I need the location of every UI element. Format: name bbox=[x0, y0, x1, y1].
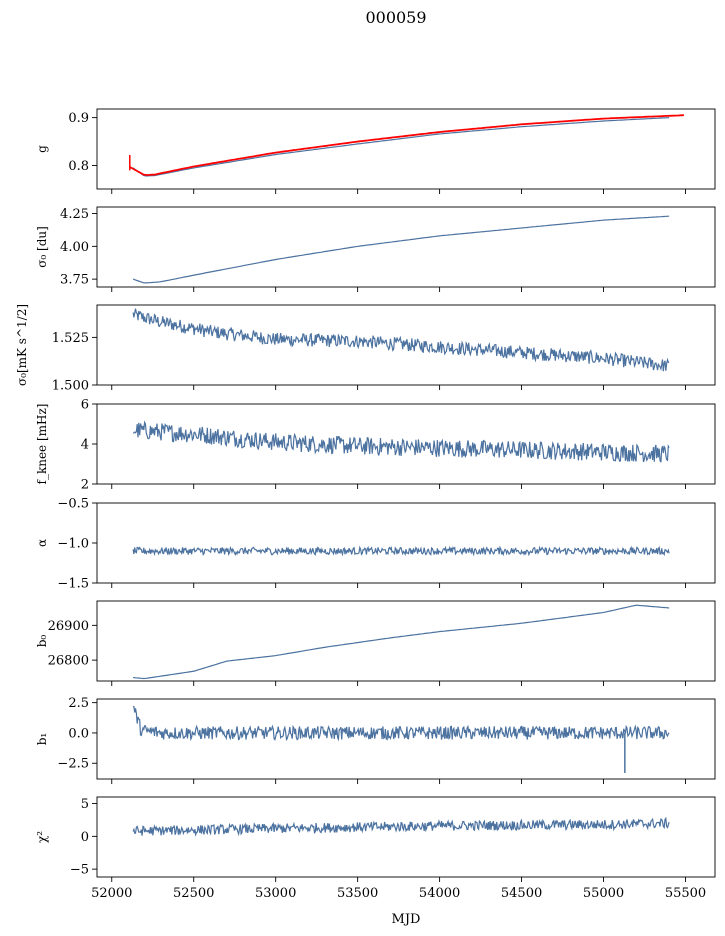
figure-title: 000059 bbox=[365, 8, 426, 27]
y-tick-label: −1.5 bbox=[57, 577, 89, 592]
y-tick-label: 1.500 bbox=[52, 379, 89, 394]
series-line bbox=[132, 545, 670, 557]
x-tick-label: 55000 bbox=[583, 886, 624, 901]
panel-frame bbox=[96, 108, 716, 190]
x-tick-label: 52000 bbox=[91, 886, 132, 901]
x-tick-label: 53000 bbox=[255, 886, 296, 901]
y-tick-label: 26900 bbox=[48, 619, 89, 634]
y-axis-label: b₁ bbox=[35, 733, 49, 746]
y-tick-label: −1.0 bbox=[57, 537, 89, 552]
y-tick-label: 4.00 bbox=[60, 240, 89, 255]
y-axis-label: σ₀[mK s^1/2] bbox=[15, 304, 29, 386]
panel: 0.8 0.9 g bbox=[35, 108, 716, 194]
series-line bbox=[133, 705, 670, 742]
y-axis-label: g bbox=[35, 145, 49, 153]
panel: 3.75 4.00 4.25 σ₀ [du] bbox=[35, 206, 716, 292]
x-tick-label: 55500 bbox=[665, 886, 706, 901]
series-line bbox=[129, 114, 684, 176]
y-axis-label: f_knee [mHz] bbox=[35, 404, 49, 485]
y-tick-label: 0.0 bbox=[68, 726, 89, 741]
panel: −2.5 0.0 2.5 b₁ bbox=[35, 696, 716, 784]
series-line bbox=[133, 604, 670, 680]
y-tick-label: −5 bbox=[70, 863, 89, 878]
y-tick-label: −0.5 bbox=[57, 497, 89, 512]
panel: 1.500 1.525 σ₀[mK s^1/2] bbox=[15, 304, 716, 394]
y-tick-label: 0 bbox=[81, 830, 89, 845]
x-axis-label: MJD bbox=[392, 912, 421, 927]
y-tick-label: 1.525 bbox=[52, 331, 89, 346]
x-tick-label: 54000 bbox=[419, 886, 460, 901]
panels: 0.8 0.9 g 3.75 4.00 4.25 σ₀ [du] 1.500 1.525 σ₀[m… bbox=[15, 108, 716, 901]
panel: −1.5 −1.0 −0.5 α bbox=[35, 497, 716, 592]
series-line bbox=[132, 308, 670, 372]
panel-frame bbox=[96, 698, 716, 780]
panel: 2 4 6 f_knee [mHz] bbox=[35, 398, 716, 493]
y-tick-label: 6 bbox=[81, 398, 89, 413]
panel-frame bbox=[96, 206, 716, 288]
y-tick-label: −2.5 bbox=[57, 757, 89, 772]
y-tick-label: 2 bbox=[81, 478, 89, 493]
panel-frame bbox=[96, 502, 716, 584]
y-tick-label: 2.5 bbox=[68, 696, 89, 711]
series-line bbox=[132, 816, 670, 837]
series-line bbox=[132, 215, 670, 284]
y-axis-label: σ₀ [du] bbox=[35, 226, 49, 268]
x-tick-label: 52500 bbox=[173, 886, 214, 901]
y-tick-label: 0.8 bbox=[68, 159, 89, 174]
panel-frame bbox=[96, 796, 716, 878]
x-tick-label: 54500 bbox=[501, 886, 542, 901]
x-tick-label: 53500 bbox=[337, 886, 378, 901]
panel-frame bbox=[96, 304, 716, 386]
y-tick-label: 0.9 bbox=[68, 111, 89, 126]
y-axis-label: χ² bbox=[35, 831, 49, 843]
panel: −5 0 5 χ² bbox=[35, 796, 716, 882]
panel-frame bbox=[96, 600, 716, 682]
y-tick-label: 26800 bbox=[48, 654, 89, 669]
y-tick-label: 4.25 bbox=[60, 207, 89, 222]
y-axis-label: α bbox=[35, 539, 49, 547]
series-line bbox=[132, 117, 670, 177]
y-axis-label: b₀ bbox=[35, 635, 49, 648]
series-line bbox=[132, 420, 670, 463]
y-tick-label: 4 bbox=[81, 438, 89, 453]
y-tick-label: 5 bbox=[81, 797, 89, 812]
y-tick-label: 3.75 bbox=[60, 273, 89, 288]
